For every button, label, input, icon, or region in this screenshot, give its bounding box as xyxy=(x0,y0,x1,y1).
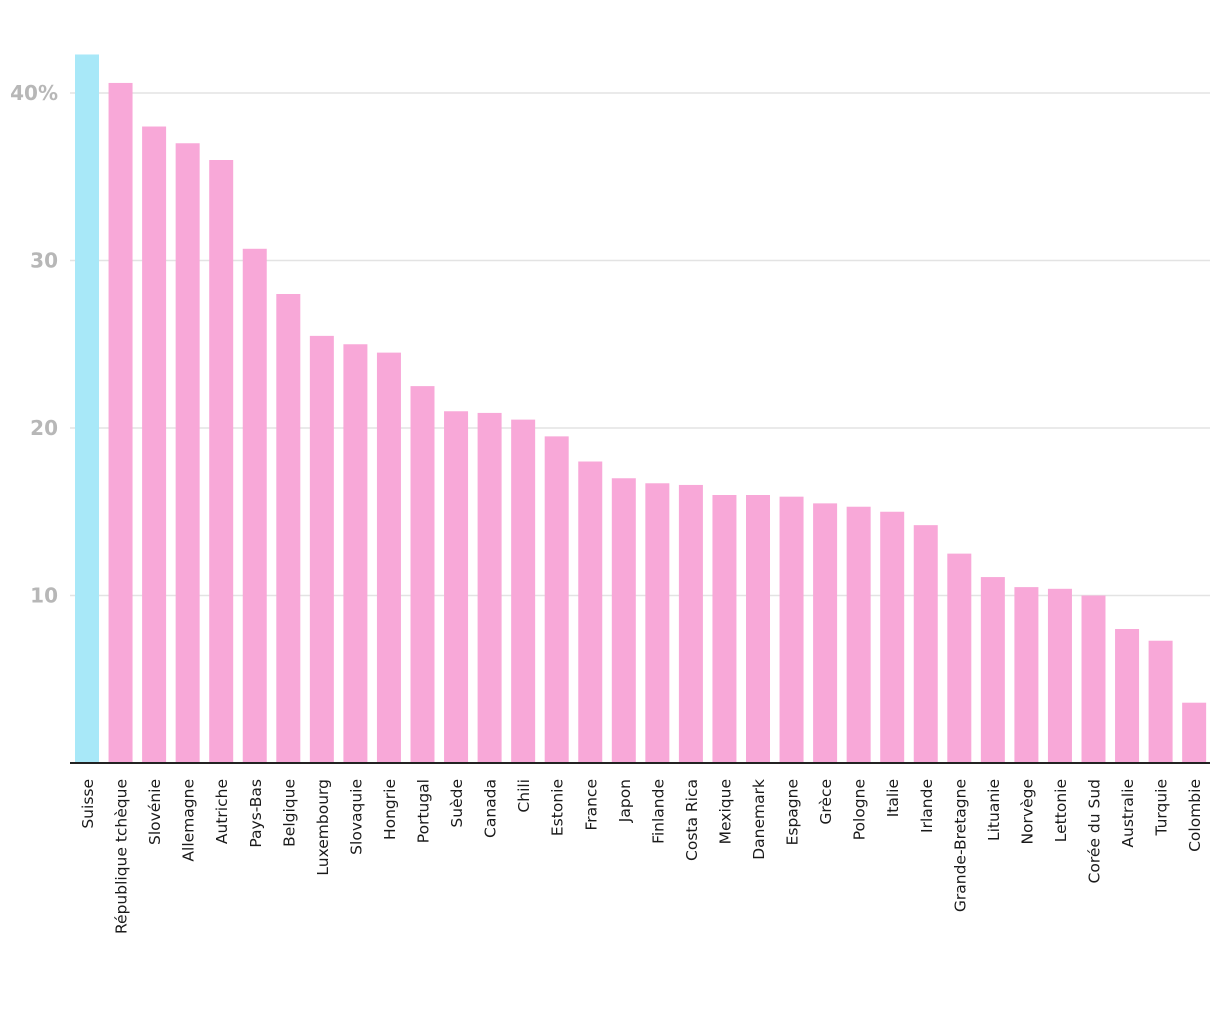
bar xyxy=(712,495,737,763)
x-tick-label: Finlande xyxy=(649,779,667,844)
bar xyxy=(980,577,1005,763)
x-axis-ticks: Suisse République tchèque Slovénie Allemagn… xyxy=(79,779,1204,934)
x-tick-label: République tchèque xyxy=(113,779,131,934)
x-tick-label: Colombie xyxy=(1186,779,1204,852)
bar xyxy=(108,82,133,763)
y-tick-label: 10 xyxy=(30,584,58,608)
x-tick-label: Lettonie xyxy=(1052,779,1070,842)
x-tick-label: France xyxy=(582,779,600,831)
x-tick-label: Mexique xyxy=(716,779,734,844)
bar xyxy=(75,54,99,764)
gridlines xyxy=(70,92,1210,597)
x-tick-label: Corée du Sud xyxy=(1086,779,1104,883)
x-tick-label: Irlande xyxy=(918,779,936,833)
x-tick-label: Australie xyxy=(1119,779,1137,848)
x-tick-label: Danemark xyxy=(750,779,768,860)
bar xyxy=(444,411,469,763)
x-tick-label: Hongrie xyxy=(381,779,399,840)
bars xyxy=(75,54,1207,764)
bar xyxy=(142,126,167,763)
bar xyxy=(276,294,301,763)
x-tick-label: Slovaquie xyxy=(347,779,365,855)
bar xyxy=(175,143,200,763)
bar xyxy=(1081,595,1106,763)
bar xyxy=(947,553,972,763)
bar xyxy=(846,506,871,763)
bar xyxy=(611,478,636,763)
bar xyxy=(544,436,569,763)
bar xyxy=(880,511,905,763)
bar xyxy=(678,484,703,763)
bar xyxy=(1047,588,1072,763)
bar xyxy=(1148,640,1173,763)
x-tick-label: Luxembourg xyxy=(314,779,332,876)
bar xyxy=(1014,587,1039,763)
x-tick-label: Espagne xyxy=(784,779,802,845)
y-tick-label: 40% xyxy=(10,81,58,105)
bar xyxy=(813,503,838,763)
x-tick-label: Belgique xyxy=(280,779,298,847)
bar xyxy=(645,483,670,763)
bar xyxy=(1182,702,1207,763)
bar xyxy=(309,335,334,763)
bar xyxy=(477,412,502,763)
x-tick-label: Allemagne xyxy=(180,779,198,862)
y-tick-label: 20 xyxy=(30,416,58,440)
bar xyxy=(779,496,804,763)
x-tick-label: Norvège xyxy=(1018,779,1036,845)
y-axis-ticks: 10 20 30 40% xyxy=(10,81,58,608)
x-tick-label: Italie xyxy=(884,779,902,817)
bar xyxy=(511,419,536,763)
bar xyxy=(746,495,770,763)
x-tick-label: Slovénie xyxy=(146,779,164,845)
x-tick-label: Grande-Bretagne xyxy=(951,779,969,912)
y-tick-label: 30 xyxy=(30,249,58,273)
x-tick-label: Portugal xyxy=(415,779,433,843)
x-tick-label: Turquie xyxy=(1153,779,1171,837)
bar xyxy=(913,525,938,763)
x-tick-label: Lituanie xyxy=(985,779,1003,841)
x-tick-label: Canada xyxy=(482,779,500,838)
x-tick-label: Pologne xyxy=(851,779,869,840)
x-tick-label: Japon xyxy=(616,779,634,823)
x-tick-label: Autriche xyxy=(213,779,231,844)
bar xyxy=(410,386,435,763)
bar xyxy=(376,352,401,763)
x-tick-label: Suède xyxy=(448,779,466,828)
bar xyxy=(1115,629,1140,763)
x-tick-label: Chili xyxy=(515,779,533,813)
bar xyxy=(209,160,234,763)
x-tick-label: Costa Rica xyxy=(683,779,701,861)
bar xyxy=(343,344,368,763)
x-tick-label: Grèce xyxy=(817,779,835,825)
bar xyxy=(578,461,603,763)
x-tick-label: Estonie xyxy=(549,779,567,836)
x-tick-label: Suisse xyxy=(79,779,97,829)
bar xyxy=(242,248,267,763)
x-tick-label: Pays-Bas xyxy=(247,779,265,848)
